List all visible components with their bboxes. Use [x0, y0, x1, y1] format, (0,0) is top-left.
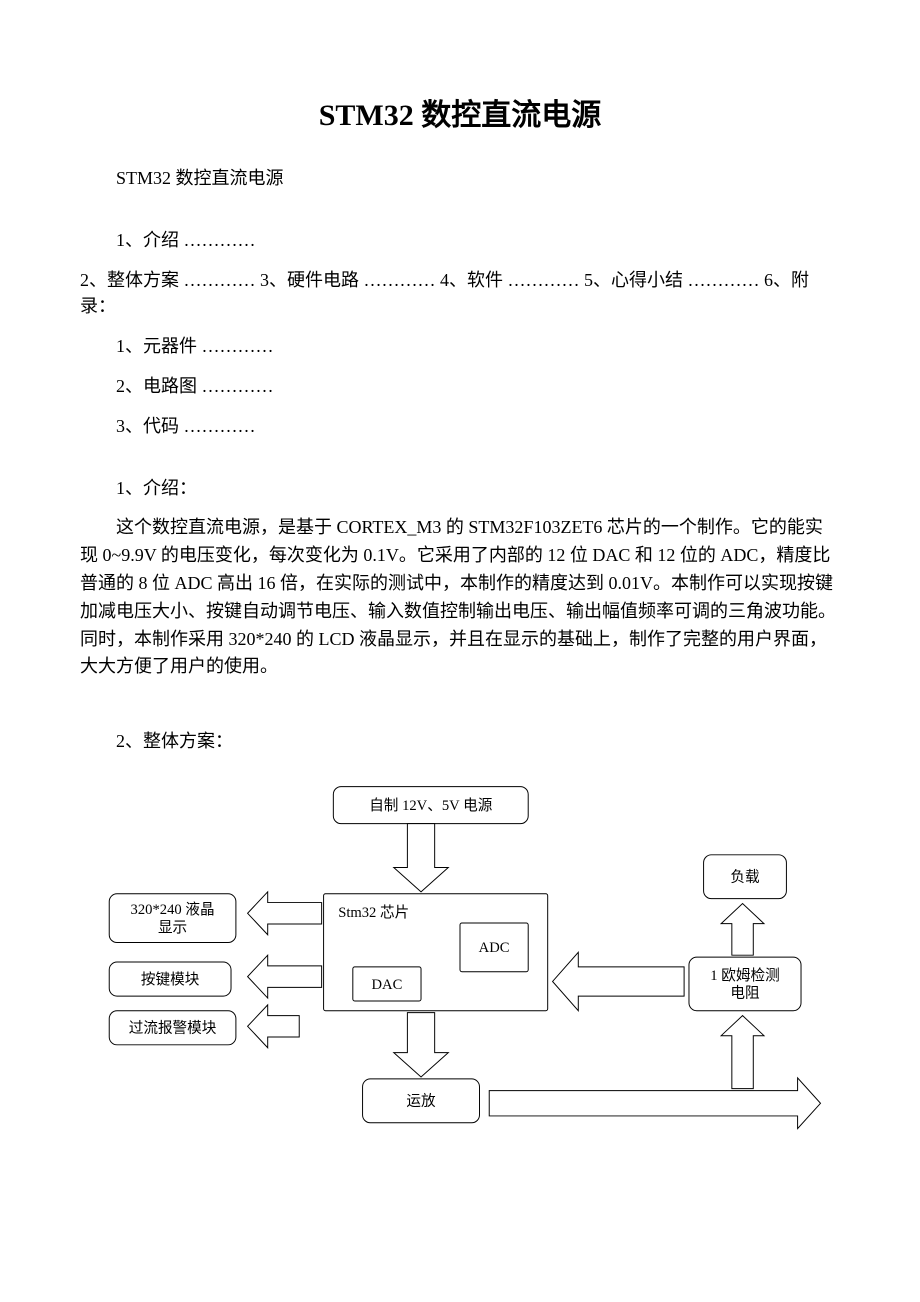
section-1-body: 这个数控直流电源，是基于 CORTEX_M3 的 STM32F103ZET6 芯… [80, 514, 840, 681]
svg-text:1 欧姆检测: 1 欧姆检测 [710, 967, 779, 984]
toc-item-circuit: 2、电路图 ………… [80, 372, 840, 398]
svg-text:320*240 液晶: 320*240 液晶 [131, 902, 215, 919]
svg-text:过流报警模块: 过流报警模块 [129, 1020, 217, 1037]
block-diagram-svg: 自制 12V、5V 电源 Stm32 芯片 ADC DAC 320*240 液晶显示按键… [80, 767, 840, 1157]
svg-text:负载: 负载 [730, 869, 760, 886]
toc-item-components: 1、元器件 ………… [80, 332, 840, 358]
svg-text:运放: 运放 [406, 1093, 436, 1110]
svg-text:显示: 显示 [158, 920, 187, 936]
section-2-head: 2、整体方案： [80, 727, 840, 753]
section-1-head: 1、介绍： [80, 474, 840, 500]
svg-text:自制 12V、5V 电源: 自制 12V、5V 电源 [369, 797, 492, 814]
toc-item-intro: 1、介绍 ………… [80, 226, 840, 252]
toc-item-code: 3、代码 ………… [80, 412, 840, 438]
block-diagram: 自制 12V、5V 电源 Stm32 芯片 ADC DAC 320*240 液晶显示按键… [80, 767, 840, 1157]
svg-text:按键模块: 按键模块 [141, 971, 200, 988]
svg-text:ADC: ADC [479, 941, 510, 957]
subtitle: STM32 数控直流电源 [80, 164, 840, 190]
page-title: STM32 数控直流电源 [80, 90, 840, 134]
toc-block-1: 1、介绍 ………… 2、整体方案 ………… 3、硬件电路 ………… 4、软件 …… [80, 226, 840, 438]
svg-text:电阻: 电阻 [730, 985, 760, 1002]
svg-text:Stm32 芯片: Stm32 芯片 [338, 905, 409, 922]
toc-item-multi: 2、整体方案 ………… 3、硬件电路 ………… 4、软件 ………… 5、心得小结… [80, 266, 840, 318]
svg-text:DAC: DAC [371, 977, 402, 993]
